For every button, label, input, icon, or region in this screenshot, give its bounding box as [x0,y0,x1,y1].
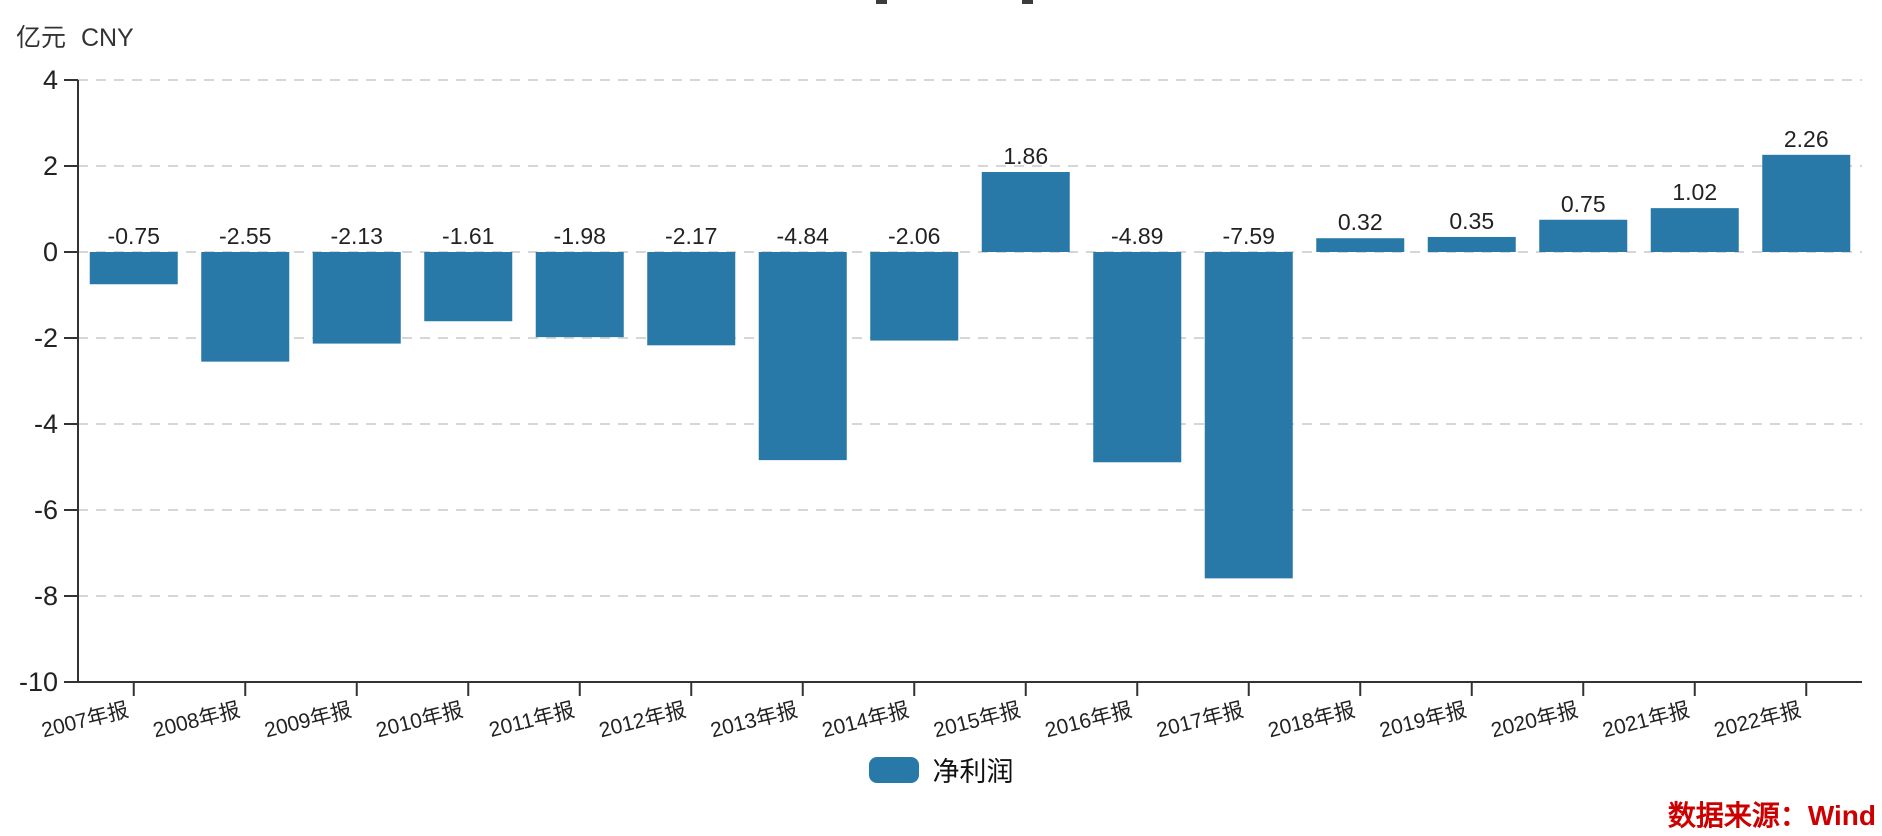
bar-2020[interactable] [1539,219,1628,252]
bar-value-label: -4.84 [777,223,830,249]
bar-2019[interactable] [1427,236,1516,252]
bar-value-label: -1.98 [554,223,606,249]
x-axis-label: 2015年报 [931,699,1023,740]
bar-chart-plot-area: -0.75 -2.55 -2.13 -1.61 -1.98 -2.17 -4.84 -2.06… [19,65,1862,740]
data-source-note: 数据来源：Wind [1667,800,1876,831]
bar-value-label: -2.55 [219,223,271,249]
bar-2008[interactable] [201,252,290,362]
x-axis-label: 2014年报 [820,699,912,740]
bar-value-label: -0.75 [108,223,160,249]
cropped-title-remnant [876,0,887,4]
bar-value-label: 0.32 [1338,209,1383,235]
x-axis-label: 2018年报 [1266,699,1358,740]
x-axis-label: 2022年报 [1712,699,1804,740]
y-axis-tick-label: -8 [34,581,58,611]
legend[interactable]: 净利润 [0,750,1882,789]
bar-value-label: 0.35 [1449,208,1494,234]
bar-value-label: 1.02 [1672,179,1717,205]
bar-value-label: -2.13 [331,223,383,249]
bar-2017[interactable] [1204,252,1293,579]
x-axis-label: 2016年报 [1043,699,1135,740]
bar-2015[interactable] [981,172,1070,252]
bar-2021[interactable] [1650,208,1739,252]
bar-2010[interactable] [424,252,513,322]
y-axis-tick-label: 4 [43,65,58,95]
bar-2013[interactable] [758,252,847,461]
x-axis-label: 2019年报 [1377,699,1469,740]
y-axis-tick-label: 2 [43,151,58,181]
bar-value-label: -2.06 [888,223,940,249]
bar-2018[interactable] [1316,238,1405,252]
y-axis-tick-label: -2 [34,323,58,353]
x-axis-label: 2007年报 [39,699,131,740]
legend-swatch[interactable] [868,756,919,783]
bar-value-label: 1.86 [1003,143,1048,169]
bar-value-label: -2.17 [665,223,717,249]
y-axis-tick-label: 0 [43,237,58,267]
x-axis-label: 2009年报 [262,699,354,740]
y-axis-unit-label: 亿元 CNY [16,24,134,52]
bar-value-label: 0.75 [1561,191,1606,217]
y-axis-tick-label: -10 [19,667,58,697]
bar-2022[interactable] [1762,154,1851,252]
bar-value-label: -4.89 [1111,223,1163,249]
x-axis-label: 2020年报 [1489,699,1581,740]
x-axis-label: 2008年报 [151,699,243,740]
bar-2009[interactable] [312,252,401,344]
bar-2011[interactable] [535,252,624,338]
bar-2014[interactable] [870,252,959,341]
bar-2012[interactable] [647,252,736,346]
y-axis-tick-label: -4 [34,409,58,439]
x-axis-label: 2021年报 [1600,699,1692,740]
x-axis-label: 2010年报 [374,699,466,740]
bar-value-label: 2.26 [1784,126,1829,152]
x-axis-label: 2017年报 [1154,699,1246,740]
y-axis-tick-label: -6 [34,495,58,525]
x-axis-label: 2013年报 [708,699,800,740]
bar-2007[interactable] [89,252,178,285]
bar-2016[interactable] [1093,252,1182,463]
bar-value-label: -1.61 [442,223,494,249]
legend-label[interactable]: 净利润 [932,757,1014,787]
cropped-title-remnant [1022,0,1033,4]
bar-value-label: -7.59 [1223,223,1275,249]
x-axis-label: 2011年报 [487,699,577,740]
x-axis-label: 2012年报 [597,699,689,740]
